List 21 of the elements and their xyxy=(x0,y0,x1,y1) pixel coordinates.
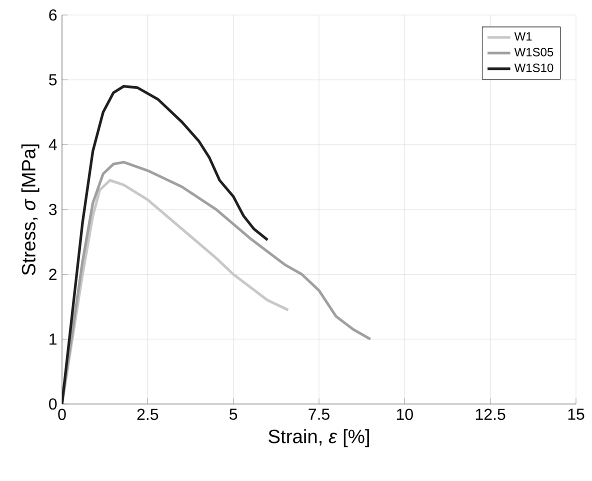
x-tick-label: 2.5 xyxy=(137,408,158,420)
legend-label: W1 xyxy=(514,32,532,41)
y-axis-title: Stress, σ [MPa] xyxy=(21,144,40,275)
x-tick-label: 15 xyxy=(568,408,584,420)
y-tick-label: 4 xyxy=(48,139,57,150)
y-tick-label: 2 xyxy=(49,268,56,280)
x-tick-label: 0 xyxy=(58,408,66,420)
y-tick-label: 1 xyxy=(50,334,57,345)
y-tick-label: 5 xyxy=(49,74,57,86)
x-tick-label: 10 xyxy=(396,408,413,420)
x-tick-label: 12.5 xyxy=(476,408,506,420)
legend-label: W1S10 xyxy=(514,64,554,72)
x-axis-title: Strain, ε [%] xyxy=(268,429,369,448)
line-series xyxy=(62,160,372,404)
x-tick-label: 5 xyxy=(230,408,238,420)
y-tick-label: 0 xyxy=(49,398,57,410)
x-tick-label: 7.5 xyxy=(308,408,330,420)
y-tick-label: 6 xyxy=(49,9,57,21)
y-tick-label: 3 xyxy=(49,204,57,216)
legend-label: W1S05 xyxy=(514,48,554,56)
line-series xyxy=(62,84,269,404)
